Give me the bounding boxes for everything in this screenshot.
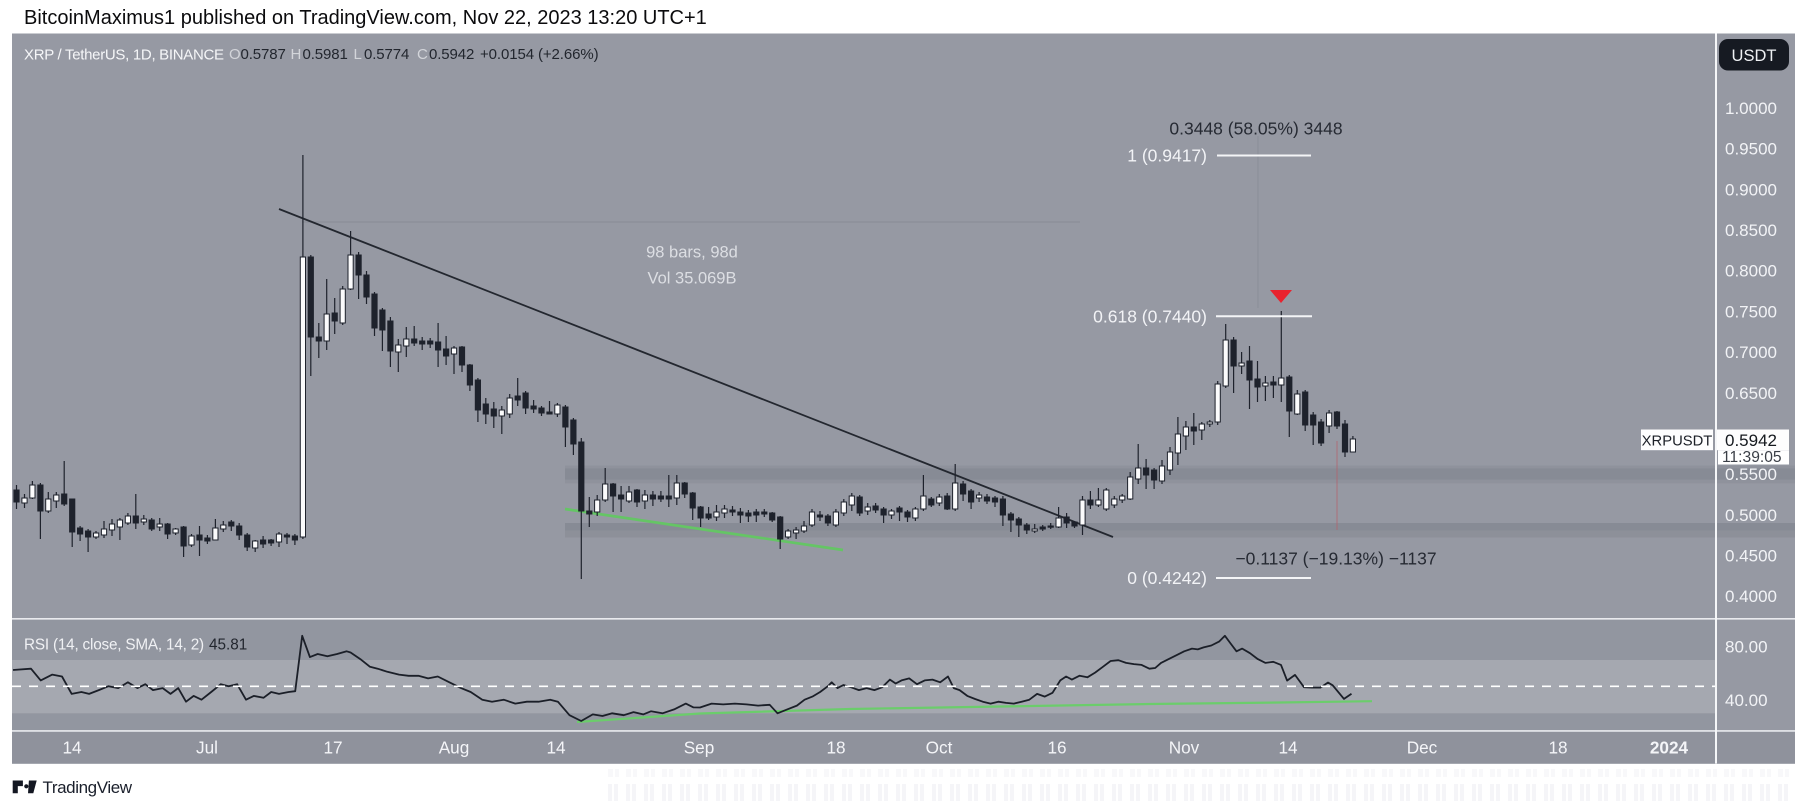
svg-text:18: 18 (826, 738, 845, 758)
svg-text:RSI (14, close, SMA, 14, 2): RSI (14, close, SMA, 14, 2) (24, 637, 204, 654)
svg-text:16: 16 (1047, 738, 1066, 758)
svg-text:L: L (354, 46, 362, 63)
svg-text:17: 17 (323, 738, 342, 758)
svg-text:18: 18 (1548, 738, 1567, 758)
svg-text:Jul: Jul (196, 738, 218, 758)
svg-text:1 (0.9417): 1 (0.9417) (1127, 146, 1207, 166)
svg-text:+0.0154 (+2.66%): +0.0154 (+2.66%) (480, 46, 599, 63)
svg-text:98 bars, 98d: 98 bars, 98d (646, 244, 738, 262)
svg-text:−0.1137 (−19.13%) −1137: −0.1137 (−19.13%) −1137 (1235, 548, 1436, 568)
svg-text:Vol 35.069B: Vol 35.069B (648, 270, 737, 288)
svg-text:O: O (229, 46, 241, 63)
svg-text:0.3448 (58.05%) 3448: 0.3448 (58.05%) 3448 (1169, 119, 1342, 139)
svg-text:Sep: Sep (684, 738, 715, 758)
svg-text:C: C (417, 46, 428, 63)
svg-text:XRP / TetherUS, 1D, BINANCE: XRP / TetherUS, 1D, BINANCE (24, 47, 224, 64)
svg-text:11:39:05: 11:39:05 (1722, 449, 1782, 466)
svg-text:0.7000: 0.7000 (1725, 343, 1777, 362)
svg-text:0 (0.4242): 0 (0.4242) (1127, 568, 1207, 588)
svg-text:Nov: Nov (1169, 738, 1200, 758)
svg-text:0.9500: 0.9500 (1725, 140, 1777, 159)
svg-text:TradingView: TradingView (43, 778, 133, 797)
svg-text:XRPUSDT: XRPUSDT (1642, 434, 1713, 450)
svg-text:0.7500: 0.7500 (1725, 302, 1777, 321)
svg-text:80.00: 80.00 (1725, 638, 1768, 657)
svg-text:0.5942: 0.5942 (1725, 431, 1777, 450)
svg-text:USDT: USDT (1732, 47, 1777, 65)
svg-text:0.5942: 0.5942 (429, 46, 474, 63)
svg-text:Aug: Aug (439, 738, 470, 758)
svg-text:0.6500: 0.6500 (1725, 384, 1777, 403)
svg-text:14: 14 (546, 738, 566, 758)
svg-text:0.9000: 0.9000 (1725, 180, 1777, 199)
svg-text:0.8500: 0.8500 (1725, 221, 1777, 240)
svg-text:45.81: 45.81 (209, 637, 247, 654)
svg-text:1.0000: 1.0000 (1725, 99, 1777, 118)
svg-text:14: 14 (62, 738, 82, 758)
svg-text:0.5000: 0.5000 (1725, 506, 1777, 525)
svg-text:Oct: Oct (926, 738, 953, 758)
svg-text:0.5787: 0.5787 (241, 46, 286, 63)
svg-text:0.4000: 0.4000 (1725, 587, 1777, 606)
svg-text:0.5500: 0.5500 (1725, 465, 1777, 484)
svg-text:H: H (291, 46, 302, 63)
svg-text:40.00: 40.00 (1725, 691, 1768, 710)
svg-text:Dec: Dec (1407, 738, 1438, 758)
svg-text:0.8000: 0.8000 (1725, 262, 1777, 281)
svg-text:0.5981: 0.5981 (303, 46, 348, 63)
svg-text:2024: 2024 (1650, 738, 1689, 758)
svg-text:0.5774: 0.5774 (364, 46, 409, 63)
svg-text:0.4500: 0.4500 (1725, 547, 1777, 566)
svg-text:0.618 (0.7440): 0.618 (0.7440) (1093, 306, 1207, 326)
svg-text:14: 14 (1278, 738, 1298, 758)
